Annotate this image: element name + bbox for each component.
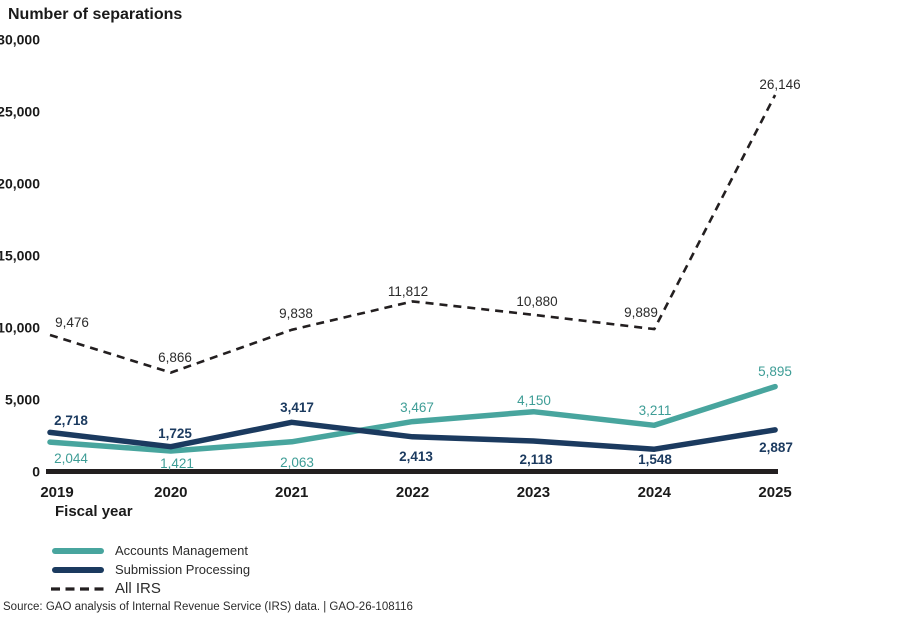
legend-item-submission-processing: Submission Processing [51,560,250,579]
data-label-submission-processing-2023: 2,118 [519,452,553,467]
x-axis-tick-2025: 2025 [758,484,791,501]
series-line-submission-processing [47,419,778,452]
legend-label: Submission Processing [115,562,251,577]
series-line-all-irs [49,94,777,374]
x-axis-tick-2023: 2023 [517,484,550,501]
legend-swatch-teal-line [52,547,104,554]
data-label-submission-processing-2024: 1,548 [638,452,672,467]
data-label-all-irs-2020: 6,866 [158,350,192,365]
chart-title: Number of separations [8,6,183,23]
x-axis-tick-2020: 2020 [154,484,187,501]
data-label-all-irs-2019: 9,476 [55,315,89,330]
source-note: Source: GAO analysis of Internal Revenue… [3,601,413,613]
data-label-accounts-management-2019: 2,044 [54,451,88,466]
data-label-submission-processing-2025: 2,887 [759,440,793,455]
y-axis-tick-30-000: 30,000 [0,32,40,48]
legend-label: Accounts Management [115,543,248,558]
data-label-submission-processing-2022: 2,413 [399,449,433,464]
x-axis-tick-2019: 2019 [40,484,73,501]
y-axis-tick-15-000: 15,000 [0,248,40,264]
y-axis-tick-5-000: 5,000 [5,392,40,408]
x-axis-line [46,469,778,474]
y-axis-tick-0: 0 [32,464,40,480]
legend-label: All IRS [115,580,161,597]
x-axis-title: Fiscal year [55,503,133,520]
data-label-submission-processing-2021: 3,417 [280,400,314,415]
y-axis-tick-25-000: 25,000 [0,104,40,120]
legend-swatch-dashed-line [51,586,106,591]
data-label-all-irs-2022: 11,812 [388,284,428,299]
data-label-accounts-management-2023: 4,150 [517,393,551,408]
data-label-accounts-management-2025: 5,895 [758,364,792,379]
x-axis-tick-2021: 2021 [275,484,308,501]
data-label-submission-processing-2019: 2,718 [54,413,88,428]
legend: Accounts Management Submission Processin… [51,541,250,598]
legend-item-accounts-management: Accounts Management [51,541,250,560]
legend-item-all-irs: All IRS [51,579,250,598]
data-label-submission-processing-2020: 1,725 [158,426,192,441]
y-axis-tick-20-000: 20,000 [0,176,40,192]
x-axis-tick-2024: 2024 [638,484,672,501]
data-label-all-irs-2024: 9,889 [624,305,658,320]
legend-swatch-navy-line [52,566,104,573]
data-label-all-irs-2021: 9,838 [279,306,313,321]
x-axis-tick-2022: 2022 [396,484,429,501]
data-label-accounts-management-2022: 3,467 [400,400,434,415]
data-label-all-irs-2025: 26,146 [759,77,800,92]
series-line-accounts-management [47,383,778,454]
data-label-all-irs-2023: 10,880 [516,294,557,309]
data-label-accounts-management-2021: 2,063 [280,455,314,470]
data-label-accounts-management-2024: 3,211 [639,403,672,418]
data-label-accounts-management-2020: 1,421 [160,456,194,471]
line-chart: 0 5,000 10,000 15,000 20,000 25,000 30,000 2019… [0,32,801,502]
y-axis-tick-10-000: 10,000 [0,320,40,336]
